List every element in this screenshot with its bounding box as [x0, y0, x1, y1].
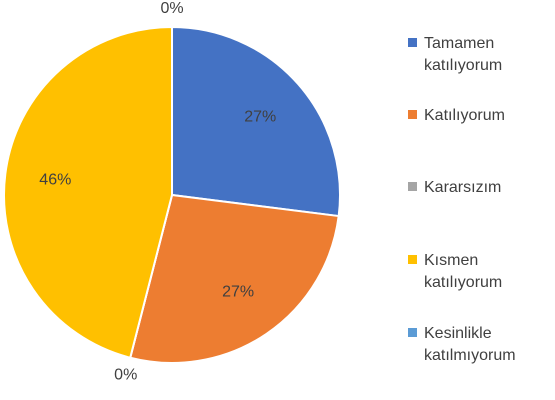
legend-label: Kesinlikle katılmıyorum	[424, 325, 516, 364]
pie-slice	[129, 193, 340, 364]
legend-label: Tamamen katılıyorum	[424, 35, 503, 74]
legend-item: Kısmen katılıyorum	[408, 250, 553, 294]
data-label: 46%	[39, 171, 71, 188]
legend-label: Kısmen katılıyorum	[424, 252, 503, 291]
data-label: 27%	[222, 283, 254, 300]
legend-swatch	[408, 38, 417, 47]
legend-label: Kararsızım	[424, 179, 502, 196]
legend-item: Katılıyorum	[408, 105, 553, 127]
legend-swatch	[408, 255, 417, 264]
legend-swatch	[408, 328, 417, 337]
legend-swatch	[408, 110, 417, 119]
legend-item: Kesinlikle katılmıyorum	[408, 323, 553, 367]
pie-slice	[171, 25, 341, 218]
legend-swatch	[408, 182, 417, 191]
legend-item: Kararsızım	[408, 177, 553, 199]
data-label: 0%	[160, 0, 183, 17]
legend-label: Katılıyorum	[424, 107, 505, 124]
data-label: 0%	[114, 366, 137, 383]
legend-item: Tamamen katılıyorum	[408, 33, 553, 77]
data-label: 27%	[244, 108, 276, 125]
pie-slice	[3, 25, 173, 359]
